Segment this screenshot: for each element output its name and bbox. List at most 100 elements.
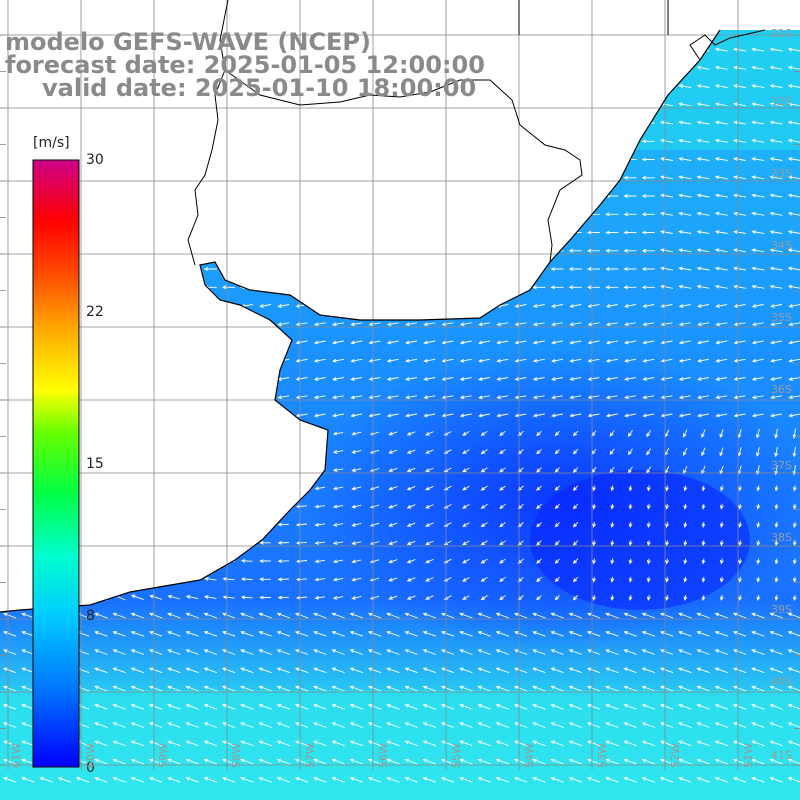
wind-arrow [495, 267, 509, 271]
wind-arrow [550, 139, 564, 144]
wind-arrow [221, 722, 236, 728]
wind-arrow [586, 102, 600, 107]
wind-arrow [660, 175, 673, 180]
colorbar-unit: [m/s] [33, 135, 70, 151]
wind-arrow [351, 504, 362, 509]
wind-arrow [112, 448, 126, 455]
wind-arrow [423, 304, 436, 308]
wind-arrow [295, 395, 308, 400]
wind-arrow [532, 230, 546, 235]
wind-arrow [551, 358, 563, 363]
wind-arrow [3, 304, 16, 308]
wind-arrow [642, 413, 655, 418]
wind-arrow [313, 703, 327, 710]
wind-arrow [386, 322, 399, 327]
wind-arrow [3, 555, 16, 566]
wind-arrow [536, 449, 542, 455]
lat-label: 33S [771, 167, 792, 180]
wind-arrow [21, 612, 35, 619]
wind-arrow [406, 595, 416, 600]
wind-arrow [313, 740, 327, 747]
wind-arrow [186, 340, 198, 345]
wind-arrow [624, 304, 636, 308]
wind-arrow [787, 47, 800, 52]
wind-arrow [167, 776, 181, 783]
wind-arrow [568, 776, 583, 783]
wind-arrow [714, 230, 728, 234]
wind-arrow [641, 139, 655, 144]
wind-arrow [769, 157, 783, 161]
wind-arrow [462, 577, 470, 582]
wind-arrow [276, 157, 290, 162]
wind-arrow [513, 703, 528, 710]
wind-arrow [627, 430, 633, 438]
wind-arrow [295, 340, 308, 345]
wind-arrow [2, 267, 16, 271]
wind-arrow [386, 212, 400, 217]
wind-arrow [568, 248, 582, 253]
wind-arrow [294, 267, 308, 271]
wind-arrow [130, 485, 144, 491]
wind-arrow [605, 304, 618, 308]
wind-arrow [495, 649, 510, 655]
wind-arrow [733, 193, 746, 198]
wind-arrow [204, 540, 217, 545]
wind-arrow [696, 284, 710, 289]
wind-arrow [148, 667, 163, 674]
wind-arrow [2, 776, 17, 783]
wind-arrow [75, 139, 89, 144]
wind-arrow [569, 304, 582, 308]
wind-arrow [605, 703, 619, 710]
wind-arrow [57, 102, 71, 107]
wind-arrow [678, 304, 691, 308]
wind-arrow [733, 248, 746, 253]
wind-arrow [495, 102, 509, 107]
wind-arrow [536, 485, 542, 491]
wind-arrow [513, 740, 528, 747]
wind-arrow [770, 322, 782, 327]
wind-arrow [422, 230, 436, 235]
wind-arrow [787, 776, 800, 783]
wind-arrow [240, 667, 254, 674]
wind-arrow [586, 630, 601, 637]
wind-arrow [696, 157, 710, 161]
wind-arrow [719, 447, 724, 457]
wind-arrow [787, 157, 800, 161]
wind-arrow [351, 595, 362, 600]
wind-arrow [715, 322, 728, 327]
wind-arrow [605, 758, 619, 765]
wind-arrow [623, 230, 637, 235]
wind-arrow [513, 285, 527, 290]
wind-arrow [112, 248, 126, 253]
wind-arrow [787, 65, 800, 70]
wind-arrow [701, 503, 706, 510]
wind-arrow [112, 630, 126, 637]
wind-arrow [186, 358, 198, 363]
wind-arrow [605, 377, 618, 381]
wind-arrow [738, 540, 742, 547]
wind-arrow [259, 559, 271, 563]
wind-arrow [39, 776, 53, 783]
wind-arrow [21, 685, 35, 692]
wind-arrow [440, 139, 454, 144]
river-border [187, 0, 229, 266]
wind-arrow [204, 304, 217, 308]
wind-arrow [240, 340, 253, 345]
wind-arrow [678, 776, 692, 783]
wind-arrow [2, 248, 16, 253]
wind-arrow [697, 358, 709, 363]
wind-arrow [367, 139, 381, 144]
wind-arrow [587, 395, 600, 400]
wind-arrow [605, 84, 619, 89]
wind-arrow [112, 740, 126, 747]
wind-arrow [148, 285, 162, 290]
wind-arrow [332, 504, 344, 509]
wind-arrow [787, 102, 800, 107]
wind-arrow [313, 157, 327, 162]
wind-arrow [112, 430, 126, 437]
wind-arrow [149, 485, 162, 491]
wind-arrow [167, 248, 181, 253]
wind-arrow [569, 340, 582, 345]
wind-arrow [641, 285, 655, 290]
wind-arrow [221, 230, 235, 235]
